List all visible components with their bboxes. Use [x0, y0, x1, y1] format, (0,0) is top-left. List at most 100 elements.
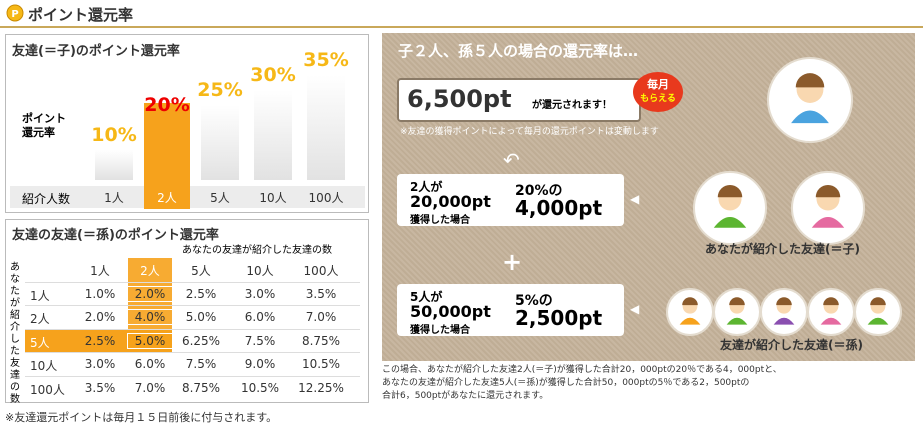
- person-icon: [693, 171, 767, 245]
- x-label: 紹介人数: [22, 192, 71, 206]
- table-cell: 5.0%: [127, 332, 173, 349]
- case-box: [397, 174, 624, 226]
- table-cell: 10.5%: [301, 357, 341, 371]
- explanation-line: この場合、あなたが紹介した友達2人(＝子)が獲得した合計20，000ptの20％…: [382, 365, 782, 375]
- case-who: 2人が: [410, 180, 443, 194]
- case-earned: 20,000pt: [410, 192, 491, 211]
- total: 6,500pt: [407, 85, 512, 113]
- case-rate: 20%の: [515, 183, 563, 199]
- grandchild-panel: [5, 219, 369, 403]
- category-label: 10人: [259, 191, 287, 205]
- grandchild-label: 友達が紹介した友達(＝孫): [720, 338, 863, 352]
- case-earned: 50,000pt: [410, 302, 491, 321]
- row-header: 5人: [30, 335, 50, 350]
- people-diagram: [666, 57, 902, 336]
- example-note: ※友達の獲得ポイントによって毎月の還元ポイントは変動します: [400, 127, 659, 137]
- case-box: [397, 284, 624, 336]
- row-line: [25, 375, 360, 377]
- table-cell: 9.0%: [244, 357, 276, 371]
- explanation-line: あなたの友達が紹介した友達5人(＝孫)が獲得した合計50，000ptの5％である…: [382, 378, 750, 388]
- point-icon: P: [6, 4, 24, 22]
- plus: +: [502, 248, 523, 276]
- arrow: ◀: [630, 302, 640, 316]
- person-icon: [767, 57, 853, 143]
- case-who: 5人が: [410, 290, 443, 304]
- table-cell: 12.25%: [298, 380, 344, 395]
- case-rate: 5%の: [515, 293, 553, 309]
- table-cell: 8.75%: [301, 333, 341, 348]
- column-header: 100人: [303, 264, 339, 278]
- table-cell: 3.5%: [305, 286, 337, 301]
- value-label: 25%: [197, 79, 243, 101]
- person-icon: [854, 288, 902, 336]
- case-earned-suffix: 獲得した場合: [410, 325, 470, 336]
- row-header: 2人: [30, 312, 50, 326]
- child-title: 友達(＝子)のポイント還元率: [12, 44, 180, 59]
- value-label: 20%: [144, 94, 190, 116]
- value-label: 35%: [303, 49, 349, 71]
- row-line: [25, 352, 360, 353]
- table-cell: 2.0%: [84, 310, 116, 324]
- bar: [201, 105, 239, 180]
- table-cell: 6.25%: [181, 333, 221, 348]
- explanation-line: 合計6，500ptがあなたに還元されます。: [382, 391, 549, 401]
- person-icon: [713, 288, 761, 336]
- table-cell: 2.5%: [84, 333, 116, 348]
- footer-note: ※友達還元ポイントは毎月１５日前後に付与されます。: [5, 411, 278, 424]
- explanation: この場合、あなたが紹介した友達2人(＝子)が獲得した合計20，000ptの20％…: [382, 364, 782, 403]
- column-header: 2人: [140, 264, 160, 278]
- value-label: 30%: [250, 64, 296, 86]
- row-header: 10人: [30, 359, 58, 373]
- category-label: 100人: [308, 191, 344, 205]
- table-cell: 7.5%: [244, 333, 276, 348]
- header-title: ポイント還元率: [28, 6, 134, 24]
- row-header: 1人: [30, 288, 50, 303]
- person-icon: [807, 288, 855, 336]
- person-icon: [760, 288, 808, 336]
- total-suffix: が還元されます！: [532, 100, 612, 111]
- column-header: 1人: [90, 264, 110, 278]
- person-icon: [666, 288, 714, 336]
- badge-line: 毎月: [647, 78, 669, 91]
- value-label: 10%: [91, 124, 137, 146]
- row-line: [25, 328, 360, 330]
- bar: [254, 90, 292, 180]
- table-cell: 1.0%: [84, 286, 116, 301]
- bar: [95, 150, 133, 180]
- table-cell: 7.5%: [185, 357, 217, 371]
- arrow: ↶: [503, 148, 520, 172]
- table-cell: 5.0%: [185, 310, 217, 324]
- svg-text:P: P: [11, 9, 18, 20]
- category-label: 5人: [210, 191, 230, 205]
- table-cell: 6.0%: [134, 357, 166, 371]
- table-cell: 7.0%: [134, 380, 166, 395]
- category-label: 1人: [104, 191, 124, 205]
- case-earned-suffix: 獲得した場合: [410, 215, 470, 226]
- table-cell: 3.0%: [84, 357, 116, 371]
- table-cell: 10.5%: [240, 380, 280, 395]
- example-title: 子２人、孫５人の場合の還元率は…: [398, 42, 639, 60]
- y-label: ポイント還元率: [22, 112, 66, 139]
- case-points: 4,000pt: [515, 196, 603, 220]
- row-line: [25, 305, 360, 306]
- column-header: 10人: [246, 264, 274, 278]
- arrow: ◀: [630, 192, 640, 206]
- badge-line: もらえる: [640, 94, 676, 104]
- table-cell: 8.75%: [181, 380, 221, 395]
- table-cell: 3.5%: [84, 380, 116, 395]
- table-cell: 4.0%: [127, 309, 173, 325]
- row-caption: あなたが紹介した友達の数: [10, 262, 20, 405]
- bar: [148, 120, 186, 180]
- row-header: 100人: [30, 382, 65, 397]
- case-points: 2,500pt: [515, 306, 603, 330]
- table-cell: 3.0%: [244, 286, 276, 301]
- header-bar: [0, 0, 923, 28]
- row-line: [25, 281, 360, 283]
- category-label: 2人: [157, 191, 177, 205]
- child-label: あなたが紹介した友達(＝子): [705, 242, 860, 256]
- bar: [307, 75, 345, 180]
- table-cell: 2.5%: [185, 286, 217, 301]
- table-cell: 2.0%: [127, 285, 173, 302]
- table-cell: 7.0%: [305, 310, 337, 324]
- person-icon: [791, 171, 865, 245]
